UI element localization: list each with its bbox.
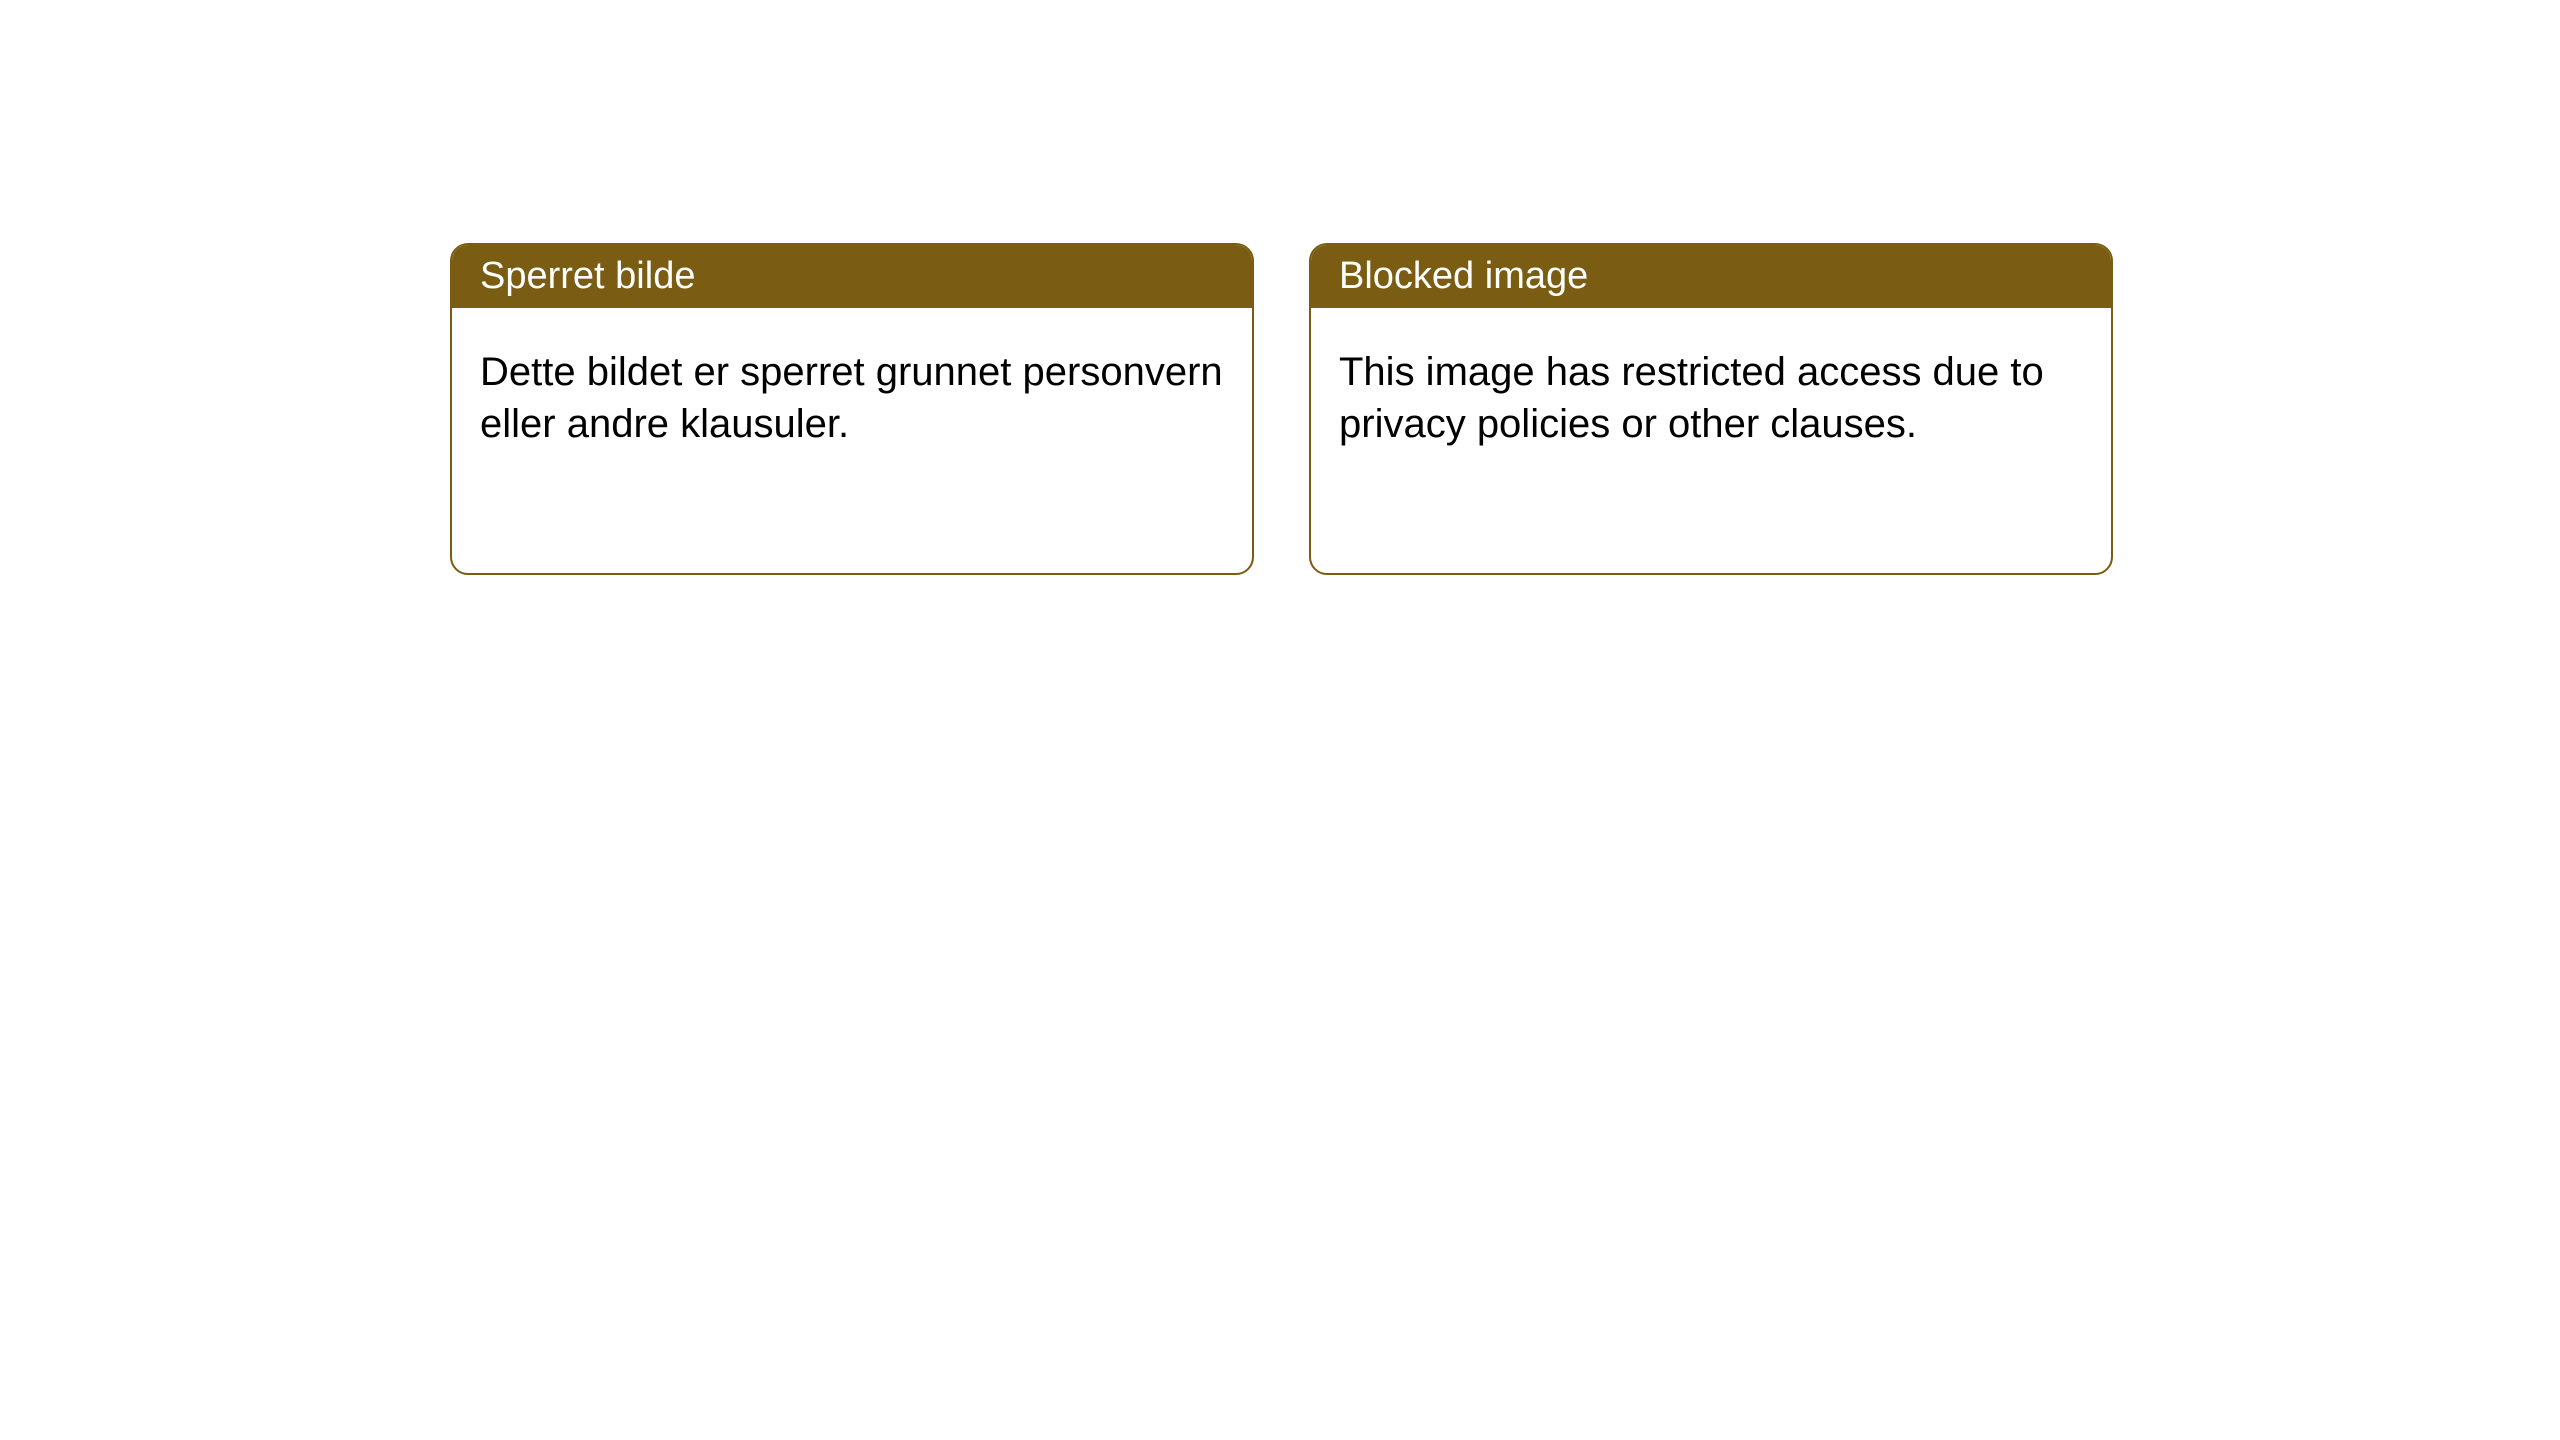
notice-card-body: Dette bildet er sperret grunnet personve… [452, 308, 1252, 488]
notice-card-title: Sperret bilde [452, 245, 1252, 308]
notice-card-title: Blocked image [1311, 245, 2111, 308]
notice-card-body: This image has restricted access due to … [1311, 308, 2111, 488]
notice-card-english: Blocked image This image has restricted … [1309, 243, 2113, 575]
notice-container: Sperret bilde Dette bildet er sperret gr… [0, 0, 2560, 575]
notice-card-norwegian: Sperret bilde Dette bildet er sperret gr… [450, 243, 1254, 575]
